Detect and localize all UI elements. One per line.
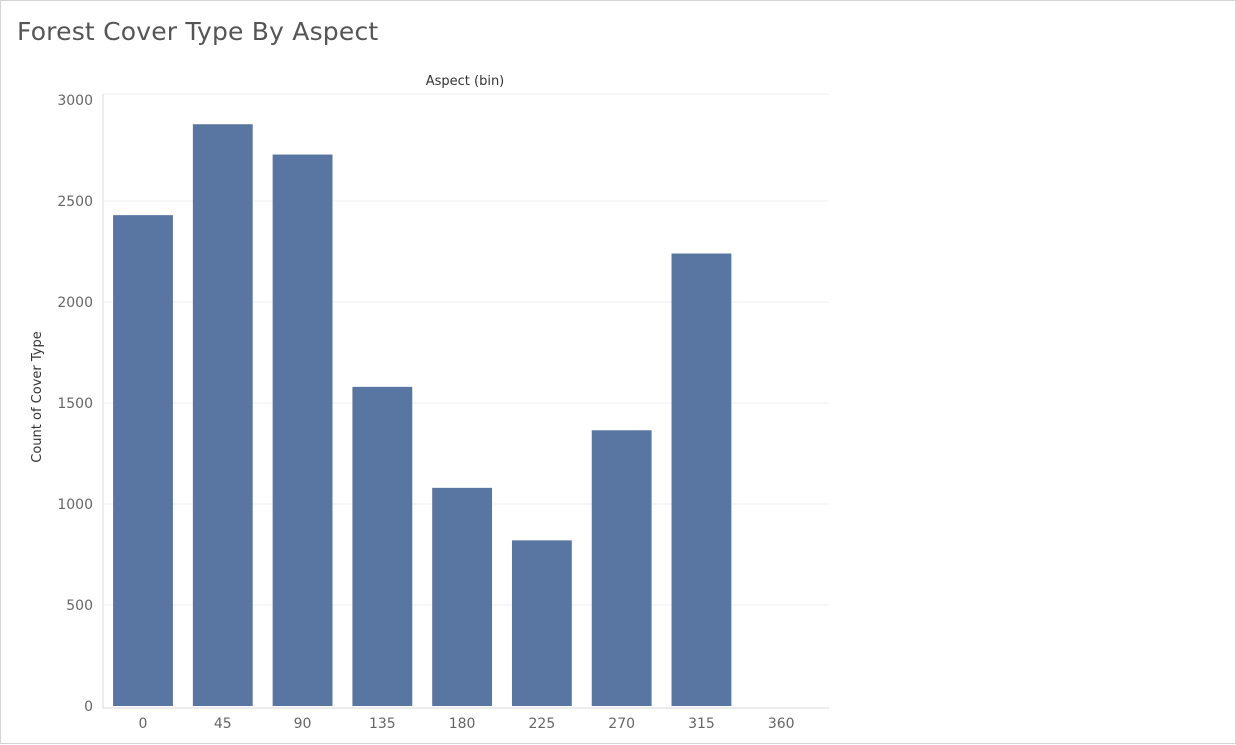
x-tick-label: 135 [369,716,396,732]
y-tick-label: 500 [66,598,93,614]
x-tick-label: 45 [214,716,232,732]
x-tick-label: 0 [139,716,148,732]
x-tick-label: 90 [294,716,312,732]
y-axis-label: Count of Cover Type [30,331,45,462]
y-tick-label: 0 [84,699,93,715]
bar [671,253,732,706]
x-tick-label: 225 [529,716,556,732]
y-tick-label: 2000 [57,295,93,311]
x-tick-label: 360 [768,716,795,732]
bar [192,124,253,707]
y-tick-label: 3000 [57,93,93,109]
x-tick-label: 270 [608,716,635,732]
y-tick-label: 1000 [57,497,93,513]
x-tick-labels: 0 45 90 135 180 225 270 315 360 [139,716,795,732]
bar [352,386,413,706]
y-tick-label: 2500 [57,194,93,210]
x-tick-label: 315 [688,716,715,732]
x-tick-label: 180 [449,716,476,732]
dashboard-title: Forest Cover Type By Aspect [17,17,379,46]
y-tick-label: 1500 [57,396,93,412]
bar [591,430,652,706]
bar [432,487,493,706]
bar [272,154,333,707]
x-axis-label: Aspect (bin) [426,74,505,89]
bar [113,215,173,706]
y-tick-labels: 0 500 1000 1500 2000 2500 3000 [57,93,93,715]
bars [113,124,732,707]
bar [511,540,572,706]
